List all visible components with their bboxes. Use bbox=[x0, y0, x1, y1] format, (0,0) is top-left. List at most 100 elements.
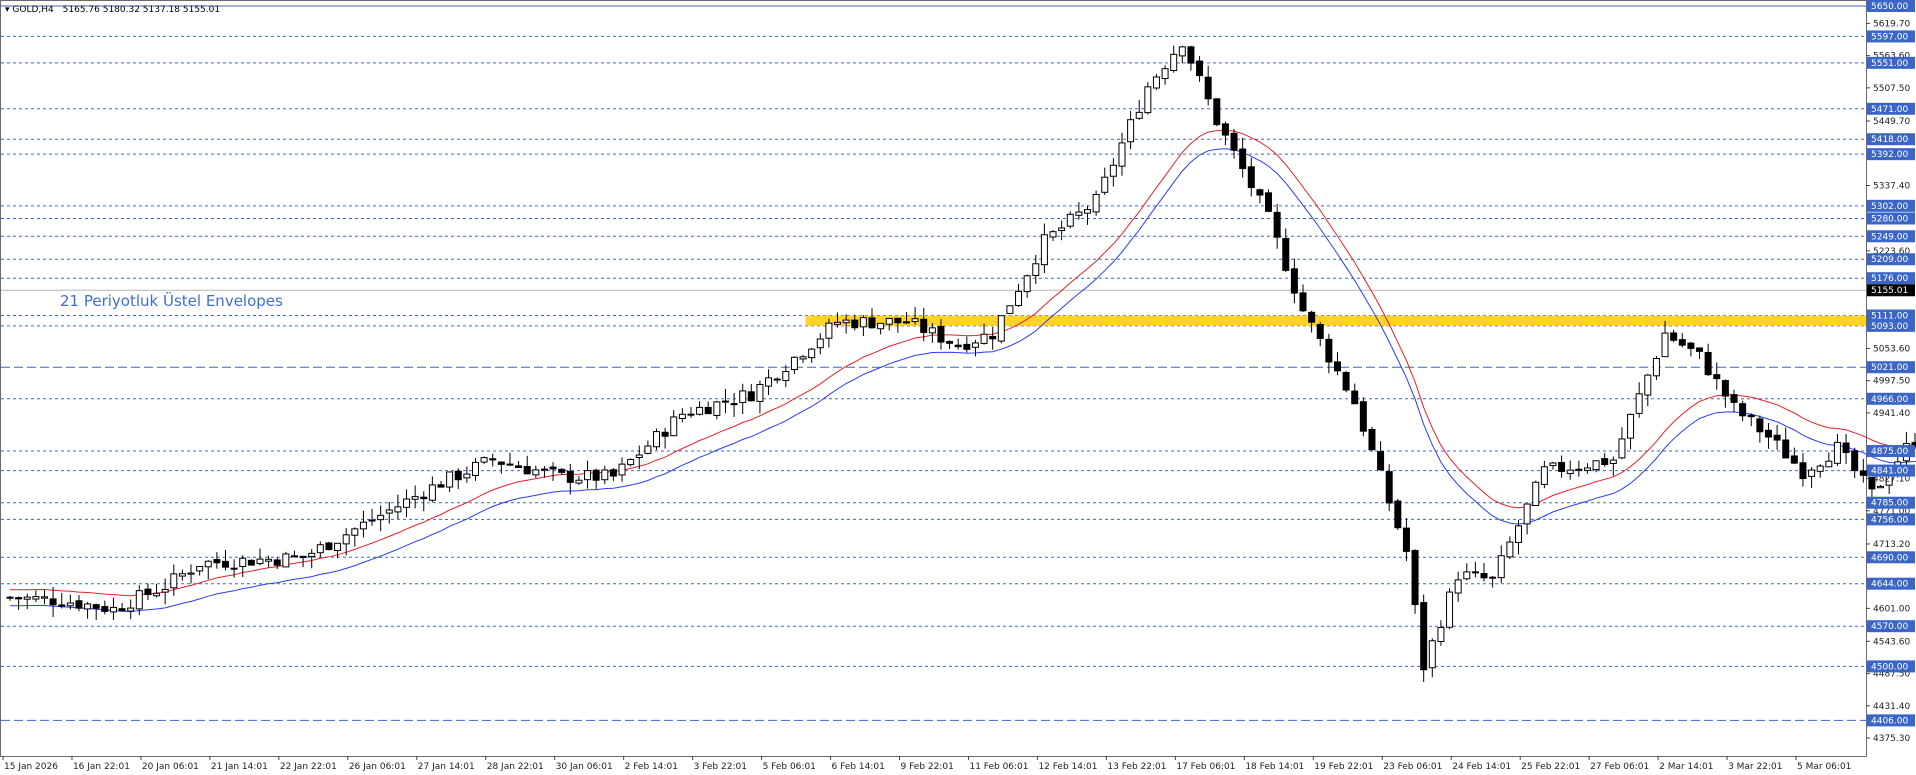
candle bbox=[1075, 211, 1083, 216]
candle bbox=[515, 465, 523, 469]
candle bbox=[670, 416, 678, 437]
candle bbox=[842, 319, 850, 324]
candle bbox=[1825, 460, 1833, 468]
candle bbox=[532, 469, 540, 476]
candle bbox=[1454, 579, 1462, 594]
x-tick-label: 18 Feb 14:01 bbox=[1245, 762, 1304, 772]
candle bbox=[997, 315, 1005, 342]
candle bbox=[178, 573, 186, 577]
candle bbox=[1032, 263, 1040, 276]
candle bbox=[394, 506, 402, 513]
candle bbox=[437, 484, 445, 488]
candle bbox=[454, 470, 462, 481]
candle bbox=[351, 528, 359, 536]
candle bbox=[902, 321, 910, 324]
price-axis[interactable]: 5619.70 5563.60 5507.50 5449.70 5337.40 5223.… bbox=[1866, 0, 1915, 744]
candle bbox=[480, 457, 488, 463]
candle bbox=[1480, 573, 1488, 579]
time-axis[interactable]: 15 Jan 2026 16 Jan 22:01 20 Jan 06:01 21 Ja… bbox=[2, 756, 1851, 772]
level-tag bbox=[1867, 199, 1915, 212]
y-tick-label: 5619.70 bbox=[1873, 19, 1910, 29]
x-tick-label: 28 Jan 22:01 bbox=[487, 762, 544, 772]
candle bbox=[1730, 394, 1738, 403]
candle bbox=[1239, 148, 1247, 170]
level-tag-label: 5093.00 bbox=[1871, 322, 1908, 332]
candle bbox=[1411, 550, 1419, 606]
level-tag bbox=[1867, 230, 1915, 243]
candle bbox=[1687, 342, 1695, 349]
support-resistance-zones bbox=[805, 315, 1867, 326]
candle bbox=[58, 604, 66, 607]
candle bbox=[756, 383, 764, 402]
level-tag-label: 4756.00 bbox=[1871, 515, 1908, 525]
candle bbox=[704, 406, 712, 415]
candle bbox=[980, 333, 988, 344]
candle bbox=[609, 469, 617, 477]
candle bbox=[575, 479, 583, 484]
candle bbox=[239, 557, 247, 568]
candle bbox=[1756, 418, 1764, 433]
candle bbox=[1652, 358, 1660, 377]
dropdown-triangle-icon[interactable]: ▾ bbox=[5, 5, 10, 15]
candle bbox=[1359, 401, 1367, 432]
candle bbox=[540, 468, 548, 471]
candle bbox=[1618, 438, 1626, 459]
candle bbox=[23, 596, 31, 600]
candle bbox=[75, 600, 83, 609]
level-tag-label: 4875.00 bbox=[1871, 447, 1908, 457]
level-tag-label: 5209.00 bbox=[1871, 255, 1908, 265]
candle bbox=[463, 473, 471, 479]
candle bbox=[1592, 460, 1600, 471]
candle bbox=[265, 558, 273, 562]
candle bbox=[6, 596, 14, 599]
candle bbox=[446, 471, 454, 488]
candle bbox=[1144, 86, 1152, 114]
candle bbox=[937, 325, 945, 343]
candle bbox=[1015, 290, 1023, 306]
level-tag bbox=[1867, 319, 1915, 332]
x-tick-label: 26 Jan 06:01 bbox=[349, 762, 406, 772]
candle bbox=[290, 555, 298, 558]
candle bbox=[1256, 189, 1264, 196]
candle bbox=[834, 321, 842, 325]
candle bbox=[1764, 429, 1772, 438]
candle bbox=[489, 458, 497, 461]
candle bbox=[420, 496, 428, 500]
x-tick-label: 11 Feb 06:01 bbox=[969, 762, 1028, 772]
candle bbox=[377, 514, 385, 521]
horizontal-levels bbox=[1, 5, 1866, 721]
candle bbox=[1428, 640, 1436, 669]
y-tick-label: 4941.40 bbox=[1873, 409, 1910, 419]
candle bbox=[299, 555, 307, 559]
level-tag bbox=[1867, 148, 1915, 161]
candle bbox=[308, 552, 316, 558]
y-tick-label: 5563.60 bbox=[1873, 52, 1910, 62]
candle bbox=[1773, 434, 1781, 441]
candle bbox=[1678, 339, 1686, 346]
level-tag-label: 5302.00 bbox=[1871, 202, 1908, 212]
x-tick-label: 9 Feb 22:01 bbox=[901, 762, 954, 772]
candle bbox=[213, 559, 221, 564]
level-tag bbox=[1867, 102, 1915, 115]
candle bbox=[825, 322, 833, 339]
candle bbox=[989, 335, 997, 340]
candle bbox=[84, 603, 92, 610]
candle bbox=[584, 470, 592, 481]
x-tick-label: 15 Jan 2026 bbox=[4, 762, 58, 772]
candle bbox=[601, 469, 609, 481]
candle bbox=[1609, 459, 1617, 464]
candle bbox=[1196, 60, 1204, 77]
x-tick-label: 5 Mar 06:01 bbox=[1797, 762, 1851, 772]
indicator-overlay-label: 21 Periyotluk Üstel Envelopes bbox=[60, 291, 283, 310]
candle bbox=[1713, 374, 1721, 380]
price-zone[interactable] bbox=[805, 315, 1867, 326]
candle bbox=[247, 559, 255, 566]
x-tick-label: 25 Feb 22:01 bbox=[1521, 762, 1580, 772]
candle bbox=[32, 596, 40, 600]
level-tag bbox=[1867, 513, 1915, 526]
candle bbox=[1342, 372, 1350, 391]
candle bbox=[635, 454, 643, 459]
x-tick-label: 21 Jan 14:01 bbox=[211, 762, 268, 772]
candle bbox=[954, 344, 962, 348]
